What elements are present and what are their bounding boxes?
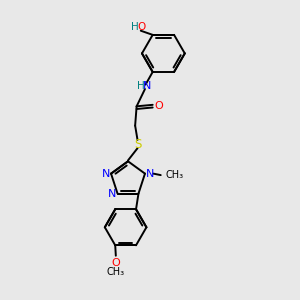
- Text: O: O: [138, 22, 146, 32]
- Text: O: O: [154, 101, 163, 111]
- Text: N: N: [143, 81, 152, 91]
- Text: N: N: [146, 169, 154, 178]
- Text: CH₃: CH₃: [107, 267, 125, 277]
- Text: CH₃: CH₃: [165, 169, 183, 179]
- Text: H: H: [136, 81, 144, 91]
- Text: H: H: [131, 22, 139, 32]
- Text: N: N: [102, 169, 110, 178]
- Text: N: N: [108, 189, 117, 199]
- Text: O: O: [111, 258, 120, 268]
- Text: S: S: [134, 138, 141, 151]
